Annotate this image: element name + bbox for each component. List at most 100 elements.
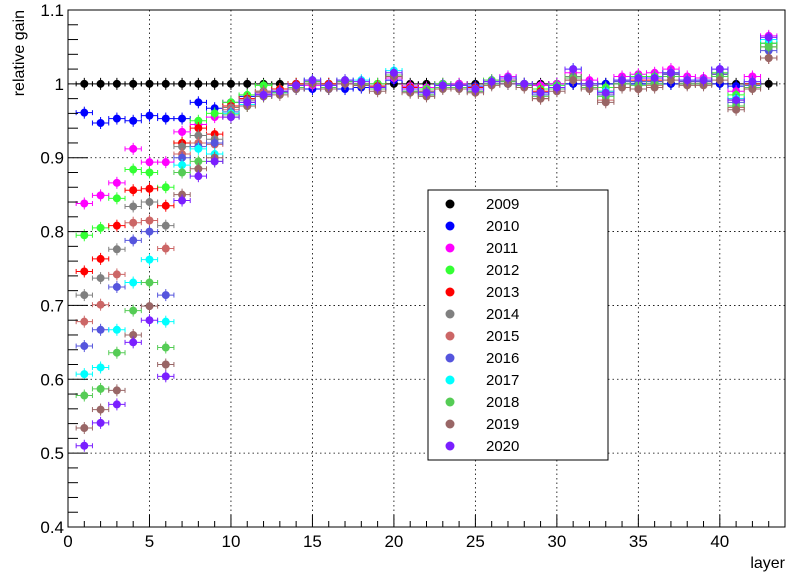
marker [96,119,105,128]
legend-label: 2013 [486,284,519,301]
marker [715,76,724,85]
legend-box [427,189,609,461]
marker [145,184,154,193]
marker [145,216,154,225]
marker [357,77,366,86]
legend-label: 2010 [486,218,519,235]
marker [471,85,480,94]
marker [112,245,121,254]
data-point [75,389,93,402]
data-point [173,77,191,90]
marker [406,85,415,94]
x-tick-label: 0 [63,532,72,551]
legend-marker [445,265,455,275]
data-point [140,253,159,266]
marker [96,191,105,200]
data-point [287,79,305,92]
legend-marker [445,397,455,407]
data-point [483,75,501,88]
legend-marker [445,419,455,429]
marker [145,168,154,177]
marker [210,109,219,118]
data-point [157,199,175,212]
data-point [91,361,110,374]
data-point [108,323,126,336]
legend-entry: 2014 [445,306,519,323]
marker [161,360,170,369]
marker [194,116,203,125]
data-point [108,192,126,205]
marker [666,76,675,85]
marker [96,254,105,263]
data-point [613,74,631,87]
marker [145,278,154,287]
marker [161,158,170,167]
y-tick-label: 0.9 [40,149,64,168]
data-point [157,341,175,354]
data-point [108,77,126,90]
data-point [108,243,126,256]
marker [129,330,138,339]
marker [194,172,203,181]
marker [715,65,724,74]
data-point [124,163,142,176]
data-point [662,74,680,87]
marker [194,144,203,153]
data-point [140,166,159,179]
legend-marker [445,353,455,363]
legend-marker [445,287,455,297]
marker [96,223,105,232]
data-point [173,151,191,164]
legend-label: 2011 [486,240,518,257]
marker [80,267,89,276]
data-point [75,197,93,210]
data-point [157,219,175,232]
marker [324,81,333,90]
data-point [760,40,778,53]
series-layer [75,29,778,452]
data-point [75,340,93,353]
data-point [450,79,468,92]
marker [634,73,643,82]
legend-marker [445,441,455,451]
legend-label: 2012 [486,262,519,279]
data-point [189,170,208,183]
marker [764,54,773,63]
data-point [189,142,208,155]
data-point [91,252,110,265]
data-point [157,242,175,255]
marker [210,157,219,166]
x-tick-label: 5 [145,532,154,551]
legend-marker [445,199,455,209]
y-tick-label: 0.6 [40,370,64,389]
data-point [629,83,647,96]
marker [129,202,138,211]
legend-entry: 2012 [445,262,519,279]
legend: 2009 2010 2011 2012 2013 2014 2015 2016 2017 2018… [427,189,609,461]
marker [129,186,138,195]
x-tick-label: 40 [710,532,729,551]
marker [601,98,610,107]
data-point [108,384,126,397]
marker [569,76,578,85]
marker [129,79,138,88]
legend-marker [445,243,455,253]
y-tick-label: 0.4 [40,518,64,537]
data-point [189,114,208,127]
marker [178,168,187,177]
marker [341,76,350,85]
marker [764,79,773,88]
x-tick-label: 35 [629,532,648,551]
marker [161,372,170,381]
y-tick-label: 1.1 [40,1,64,20]
data-point [238,96,256,109]
marker [748,85,757,94]
data-point [173,112,191,125]
legend-entry: 2011 [445,240,518,257]
marker [503,73,512,82]
legend-label: 2020 [486,438,519,455]
marker [178,161,187,170]
marker [96,363,105,372]
data-point [385,66,403,79]
data-point [206,136,224,149]
